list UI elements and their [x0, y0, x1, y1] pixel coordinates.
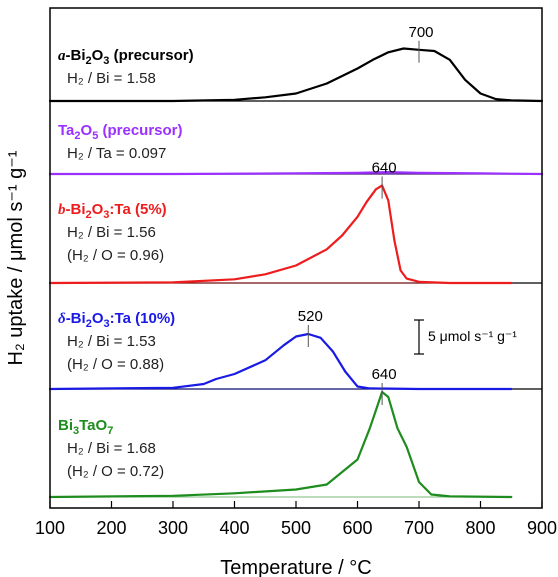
x-tick-label: 300 — [158, 518, 188, 538]
series-label-sub: 5 — [92, 130, 98, 142]
series-label-sub: 2 — [86, 209, 92, 221]
series-label-part: O — [92, 47, 104, 64]
series-label: b-Bi2O3:Ta (5%) — [58, 201, 167, 221]
series-label-part: -Bi — [66, 47, 86, 64]
series-label-sub: 2 — [86, 318, 92, 330]
series-label-prefix: a — [58, 48, 66, 64]
h2-oxygen-ratio-label: (H₂ / O = 0.88) — [67, 356, 164, 373]
peak-label: 520 — [298, 308, 323, 325]
peak-label: 700 — [408, 24, 433, 41]
h2-ratio-label: H₂ / Bi = 1.68 — [67, 440, 156, 457]
scale-bar-label: 5 μmol s⁻¹ g⁻¹ — [428, 328, 517, 344]
series-label-part: :Ta (5%) — [109, 201, 166, 218]
series-label-part: O — [81, 122, 93, 139]
series-label-prefix: b — [58, 202, 66, 218]
x-tick-label: 400 — [219, 518, 249, 538]
panel: 700 a-Bi2O3 (precursor) H₂ / Bi = 1.58 — [48, 24, 544, 103]
x-tick-label: 100 — [35, 518, 65, 538]
series-label-part: O — [92, 310, 104, 327]
series-label-part: Ta — [58, 122, 75, 139]
series-label-sub: 7 — [107, 425, 113, 437]
series-line — [48, 171, 544, 176]
panel: Ta2O5 (precursor) H₂ / Ta = 0.097 — [48, 122, 544, 176]
h2-ratio-label: H₂ / Ta = 0.097 — [67, 145, 166, 162]
x-axis-title: Temperature / °C — [220, 557, 371, 577]
x-tick-label: 800 — [465, 518, 495, 538]
h2-oxygen-ratio-label: (H₂ / O = 0.96) — [67, 247, 164, 264]
h2-oxygen-ratio-label: (H₂ / O = 0.72) — [67, 463, 164, 480]
series-label-sub: 3 — [103, 209, 109, 221]
series-label-part: Bi — [58, 417, 73, 434]
series-label-sub: 3 — [73, 425, 79, 437]
series-label-part: TaO — [79, 417, 107, 434]
x-tick-label: 500 — [281, 518, 311, 538]
series-label-sub: 2 — [86, 55, 92, 67]
panel: 520 δ-Bi2O3:Ta (10%) H₂ / Bi = 1.53 (H₂ / O… — [48, 308, 542, 391]
scale-bar: 5 μmol s⁻¹ g⁻¹ — [414, 319, 517, 355]
series-label-part: (precursor) — [98, 122, 182, 139]
y-axis-title: H₂ uptake / μmol s⁻¹ g⁻¹ — [5, 150, 27, 365]
x-tick-label: 900 — [527, 518, 557, 538]
series-line — [48, 332, 513, 391]
x-tick-label: 700 — [404, 518, 434, 538]
series-label-sub: 2 — [74, 130, 80, 142]
x-tick-label: 600 — [342, 518, 372, 538]
series-line — [48, 184, 513, 285]
series-label: a-Bi2O3 (precursor) — [58, 47, 194, 67]
series-label: δ-Bi2O3:Ta (10%) — [58, 310, 175, 330]
h2-ratio-label: H₂ / Bi = 1.58 — [67, 70, 156, 87]
series-label-part: -Bi — [66, 201, 86, 218]
peak-label: 640 — [372, 160, 397, 177]
series-label-sub: 3 — [103, 318, 109, 330]
peak-label: 640 — [372, 366, 397, 383]
series-line — [48, 47, 544, 103]
x-axis: 100 200 300 400 500 600 700 800 900 — [35, 501, 557, 538]
series-label: Ta2O5 (precursor) — [58, 122, 183, 142]
panel: 640 Bi3TaO7 H₂ / Bi = 1.68 (H₂ / O = 0.72) — [48, 366, 513, 499]
series-label-sub: 3 — [103, 55, 109, 67]
series-label-part: -Bi — [66, 310, 86, 327]
series-label-part: (precursor) — [109, 47, 193, 64]
series-label-part: :Ta (10%) — [110, 310, 176, 327]
panel: 640 b-Bi2O3:Ta (5%) H₂ / Bi = 1.56 (H₂ / O … — [48, 160, 542, 285]
series-label-prefix: δ — [58, 311, 66, 327]
h2-ratio-label: H₂ / Bi = 1.53 — [67, 333, 156, 350]
h2-ratio-label: H₂ / Bi = 1.56 — [67, 224, 156, 241]
series-label: Bi3TaO7 — [58, 417, 113, 437]
x-tick-label: 200 — [96, 518, 126, 538]
series-label-part: O — [92, 201, 104, 218]
